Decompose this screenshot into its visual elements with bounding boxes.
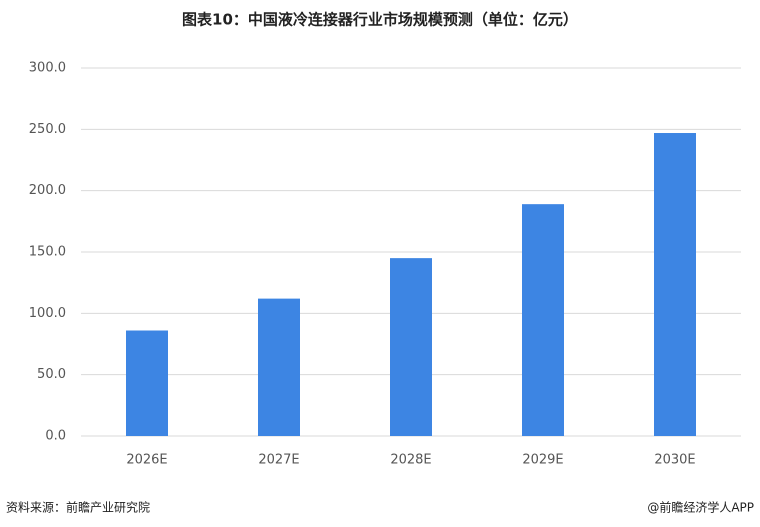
y-tick-label: 0.0 — [45, 429, 66, 444]
bar — [522, 204, 564, 436]
y-tick-label: 250.0 — [29, 122, 66, 137]
x-tick-label: 2027E — [258, 453, 299, 468]
bar — [126, 330, 168, 436]
y-tick-label: 150.0 — [29, 245, 66, 260]
x-tick-label: 2030E — [654, 453, 695, 468]
credit-note: @前瞻经济学人APP — [647, 500, 754, 515]
chart-title: 图表10：中国液冷连接器行业市场规模预测（单位：亿元） — [182, 11, 578, 29]
x-tick-label: 2029E — [522, 453, 563, 468]
bar — [258, 298, 300, 436]
x-tick-label: 2028E — [390, 453, 431, 468]
y-tick-label: 200.0 — [29, 183, 66, 198]
x-tick-label: 2026E — [126, 453, 167, 468]
source-note: 资料来源：前瞻产业研究院 — [6, 500, 150, 515]
y-tick-label: 50.0 — [37, 367, 66, 382]
y-tick-label: 100.0 — [29, 306, 66, 321]
bar — [654, 133, 696, 436]
y-tick-label: 300.0 — [29, 61, 66, 76]
bar — [390, 258, 432, 436]
